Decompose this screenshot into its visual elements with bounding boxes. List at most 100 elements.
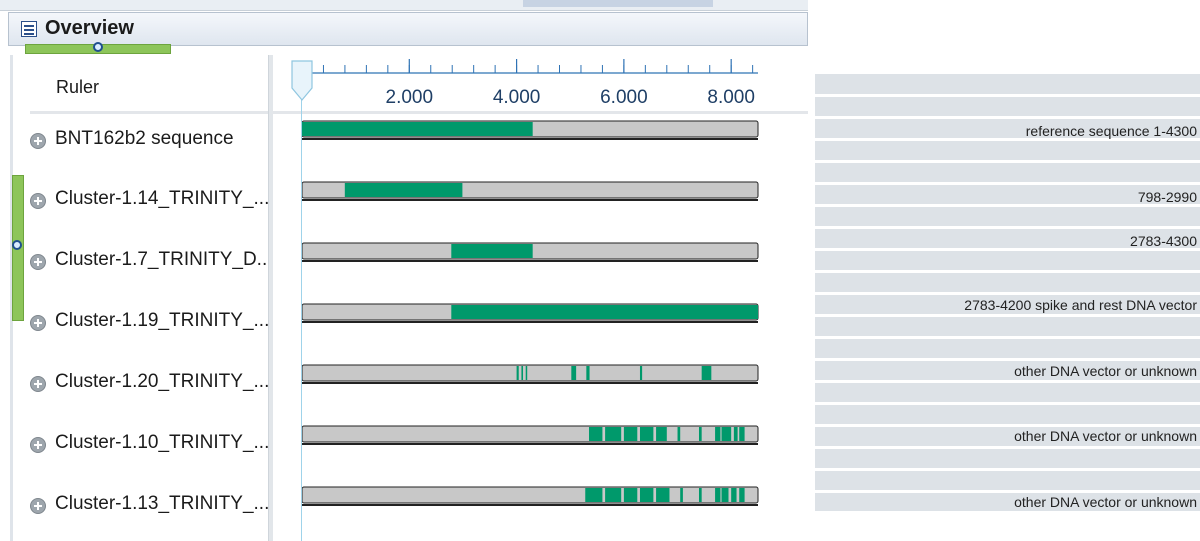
- coverage-segment: [585, 488, 603, 502]
- grid-line: [815, 160, 1200, 163]
- annotation-note: 798-2990: [1137, 189, 1197, 205]
- annotation-note: reference sequence 1-4300: [1025, 123, 1197, 139]
- coverage-segment: [701, 366, 712, 380]
- sequence-row-label[interactable]: Cluster-1.7_TRINITY_D...: [30, 249, 273, 279]
- sequence-name: BNT162b2 sequence: [55, 128, 234, 149]
- annotation-note: 2783-4300: [1130, 233, 1197, 249]
- sequence-name: Cluster-1.20_TRINITY_...: [55, 371, 270, 392]
- coverage-segment: [731, 488, 737, 502]
- coverage-segment: [639, 427, 654, 441]
- sequence-name: Cluster-1.10_TRINITY_...: [55, 432, 270, 453]
- expand-plus-icon[interactable]: [30, 193, 46, 209]
- coverage-segment: [639, 488, 654, 502]
- grid-line: [815, 358, 1200, 361]
- expand-plus-icon[interactable]: [30, 437, 46, 453]
- window-title: Overview: [45, 17, 134, 39]
- coverage-segment: [656, 488, 670, 502]
- coverage-segment: [589, 427, 603, 441]
- coverage-segment: [623, 488, 638, 502]
- coverage-bar-background: [301, 364, 759, 382]
- expand-plus-icon[interactable]: [30, 254, 46, 270]
- annotation-note: other DNA vector or unknown: [1014, 428, 1197, 444]
- vertical-magnifier-icon[interactable]: [12, 240, 22, 250]
- grid-line: [815, 314, 1200, 317]
- grid-line: [815, 226, 1200, 229]
- sequence-row-label[interactable]: Cluster-1.19_TRINITY_...: [30, 310, 270, 340]
- ruler-label: Ruler: [56, 77, 100, 97]
- ruler-tick-label: 4.000: [493, 87, 541, 108]
- grid-line: [815, 336, 1200, 339]
- grid-line: [815, 490, 1200, 493]
- coverage-segment: [698, 488, 702, 502]
- ruler-separator: [272, 111, 808, 114]
- coverage-segment: [733, 427, 738, 441]
- ruler-tick-label: 2.000: [386, 87, 434, 108]
- ruler-tick-label: 8.000: [707, 87, 755, 108]
- annotation-note: other DNA vector or unknown: [1014, 363, 1197, 379]
- coverage-segment: [721, 427, 732, 441]
- position-cursor-line: [301, 65, 302, 541]
- coverage-segment: [739, 488, 745, 502]
- sequence-row-label[interactable]: Cluster-1.13_TRINITY_...: [30, 493, 270, 523]
- overview-window: Overview Ruler BNT162b2 sequence Cluster…: [0, 0, 808, 541]
- expand-plus-icon[interactable]: [30, 498, 46, 514]
- grid-line: [815, 182, 1200, 185]
- coverage-segment: [623, 427, 638, 441]
- coverage-tracks: 2.000 4.000 6.000 8.000: [301, 59, 759, 506]
- coverage-segment: [721, 488, 729, 502]
- grid-line: [815, 402, 1200, 405]
- coverage-segment: [677, 427, 681, 441]
- sequence-row-label[interactable]: BNT162b2 sequence: [30, 128, 268, 158]
- left-border: [10, 55, 13, 541]
- sequence-name: Cluster-1.19_TRINITY_...: [55, 310, 270, 331]
- grid-line: [815, 204, 1200, 207]
- sequence-row-label[interactable]: Cluster-1.10_TRINITY_...: [30, 432, 270, 462]
- coverage-segment: [571, 366, 577, 380]
- grid-line: [815, 424, 1200, 427]
- coverage-segment: [698, 427, 702, 441]
- grid-line: [815, 270, 1200, 273]
- position-cursor-handle[interactable]: [291, 60, 313, 102]
- coverage-segment: [521, 366, 524, 380]
- sequence-label-pane: Ruler BNT162b2 sequence Cluster-1.14_TRI…: [30, 55, 273, 541]
- grid-line: [815, 138, 1200, 141]
- grid-line: [815, 94, 1200, 97]
- pane-splitter[interactable]: [268, 55, 273, 541]
- annotation-note: 2783-4200 spike and rest DNA vector: [964, 297, 1197, 313]
- expand-plus-icon[interactable]: [30, 133, 46, 149]
- coverage-bar-background: [301, 486, 759, 504]
- grid-line: [815, 446, 1200, 449]
- sequence-row-label[interactable]: Cluster-1.14_TRINITY_...: [30, 188, 270, 218]
- annotation-panel: reference sequence 1-4300 798-2990 2783-…: [815, 74, 1200, 511]
- grid-line: [815, 380, 1200, 383]
- annotation-note: other DNA vector or unknown: [1014, 494, 1197, 510]
- coverage-segment: [739, 427, 745, 441]
- coverage-segment: [525, 366, 528, 380]
- horizontal-magnifier-icon[interactable]: [93, 42, 103, 52]
- overview-list-icon: [21, 21, 37, 37]
- expand-plus-icon[interactable]: [30, 376, 46, 392]
- grid-line: [815, 292, 1200, 295]
- active-tab-indicator[interactable]: [523, 0, 713, 7]
- coverage-bar-background: [301, 425, 759, 443]
- sequence-row-label[interactable]: Cluster-1.20_TRINITY_...: [30, 371, 270, 401]
- sequence-name: Cluster-1.14_TRINITY_...: [55, 188, 270, 209]
- coverage-segment: [715, 488, 721, 502]
- grid-line: [815, 248, 1200, 251]
- coverage-segment: [516, 366, 519, 380]
- ruler-separator: [30, 111, 268, 114]
- expand-plus-icon[interactable]: [30, 315, 46, 331]
- coverage-segment: [451, 305, 758, 319]
- sequence-name: Cluster-1.13_TRINITY_...: [55, 493, 270, 514]
- sequence-name: Cluster-1.7_TRINITY_D...: [55, 249, 273, 270]
- coverage-segment: [302, 122, 533, 136]
- overview-title-bar: Overview: [8, 12, 808, 46]
- coverage-track-pane: 2.000 4.000 6.000 8.000: [272, 55, 808, 541]
- grid-line: [815, 468, 1200, 471]
- coverage-segment: [451, 244, 533, 258]
- ruler-tick-label: 6.000: [600, 87, 648, 108]
- coverage-segment: [639, 366, 643, 380]
- coverage-segment: [586, 366, 590, 380]
- coverage-segment: [605, 488, 622, 502]
- coverage-segment: [605, 427, 622, 441]
